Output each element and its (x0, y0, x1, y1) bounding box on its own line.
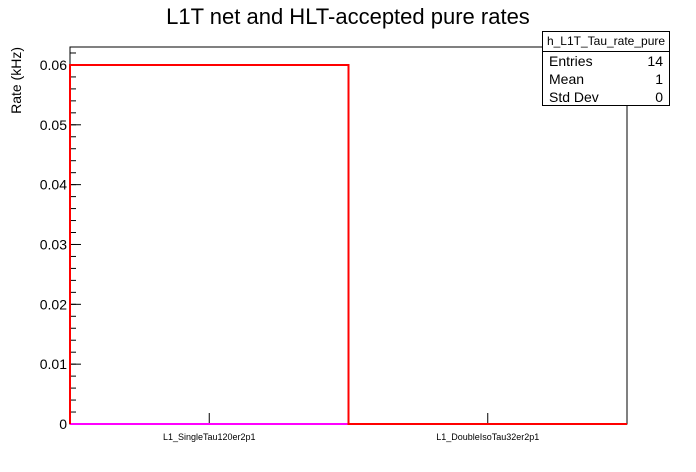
y-tick-label: 0.01 (40, 356, 67, 372)
series-0-histogram (69, 63, 627, 425)
stats-mean-value: 1 (655, 71, 663, 87)
stats-entries-label: Entries (549, 53, 593, 69)
stats-entries-row: Entries 14 (543, 52, 669, 70)
x-tick-label: L1_SingleTau120er2p1 (163, 432, 256, 442)
chart-title: L1T net and HLT-accepted pure rates (166, 4, 530, 29)
y-axis-label: Rate (kHz) (8, 47, 24, 114)
stats-stddev-value: 0 (655, 89, 663, 105)
stats-title: h_L1T_Tau_rate_pure (543, 32, 669, 52)
stats-mean-row: Mean 1 (543, 70, 669, 88)
stats-entries-value: 14 (647, 53, 663, 69)
stats-stddev-row: Std Dev 0 (543, 88, 669, 106)
stats-box: h_L1T_Tau_rate_pure Entries 14 Mean 1 St… (542, 31, 670, 106)
x-tick-label: L1_DoubleIsoTau32er2p1 (436, 432, 539, 442)
y-tick-label: 0.04 (40, 177, 67, 193)
y-tick-label: 0.02 (40, 296, 67, 312)
stats-mean-label: Mean (549, 71, 585, 87)
stats-stddev-label: Std Dev (549, 89, 599, 105)
y-tick-label: 0.06 (40, 57, 67, 73)
y-tick-label: 0.05 (40, 117, 67, 133)
y-tick-label: 0.03 (40, 236, 67, 252)
y-tick-label: 0 (59, 416, 67, 432)
